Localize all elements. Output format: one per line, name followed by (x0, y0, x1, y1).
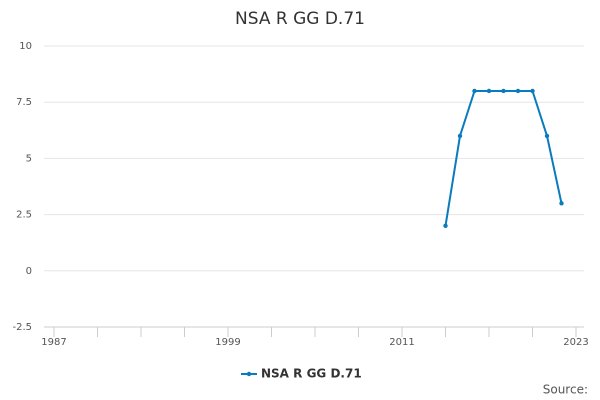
y-tick-label: 5 (26, 153, 32, 164)
point (559, 201, 564, 206)
y-tick-label: 10 (19, 41, 32, 52)
y-tick-label: 0 (26, 266, 32, 277)
point (457, 133, 463, 139)
y-tick-label: 2.5 (16, 210, 32, 221)
x-tick-label: 1999 (215, 337, 240, 348)
point (501, 88, 506, 94)
point (443, 223, 448, 229)
point (515, 88, 521, 94)
y-tick-label: -2.5 (12, 322, 32, 333)
chart-title: NSA R GG D.71 (235, 9, 365, 29)
legend-label: NSA R GG D.71 (261, 367, 362, 381)
x-tick-label: 2011 (389, 337, 414, 348)
point (486, 88, 492, 94)
point (472, 88, 477, 94)
x-tick-label: 1987 (41, 337, 66, 348)
y-tick-label: 7.5 (16, 97, 32, 108)
point (530, 88, 535, 94)
x-tick-label: 2023 (563, 337, 588, 348)
source: Source: (543, 383, 588, 397)
point (544, 133, 550, 139)
legend-marker (246, 371, 252, 377)
